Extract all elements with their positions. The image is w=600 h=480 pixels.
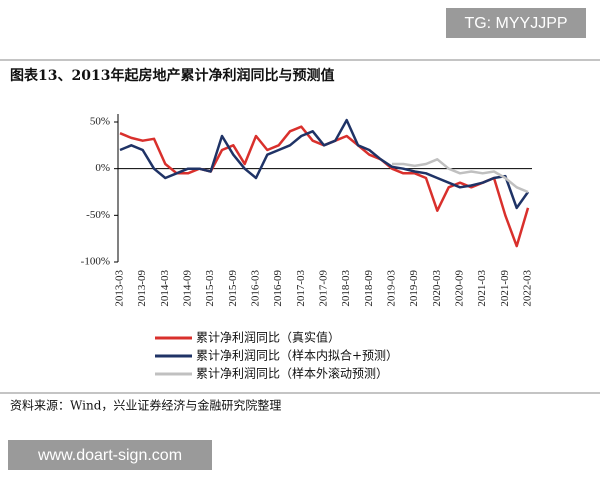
x-tick-label: 2019-09 [408,270,420,307]
y-tick-label: 0% [95,162,110,174]
x-tick-label: 2014-09 [182,270,194,307]
legend-label: 累计净利润同比（样本内拟合+预测） [196,348,398,363]
x-tick-label: 2015-03 [204,270,216,307]
x-tick-label: 2015-09 [227,270,239,307]
x-tick-label: 2017-03 [295,270,307,307]
series-line [119,118,530,210]
x-tick-label: 2016-03 [250,270,262,307]
watermark-bg [8,440,212,470]
banner-bg [446,8,586,38]
y-tick-label: -50% [86,209,110,221]
x-tick-label: 2019-03 [386,270,398,307]
banner: TG: MYYJJPP [464,15,567,32]
x-tick-label: 2021-09 [499,270,511,307]
x-tick-label: 2018-09 [363,270,375,307]
chart-title: 图表13、2013年起房地产累计净利润同比与预测值 [10,67,334,84]
x-tick-label: 2016-09 [272,270,284,307]
plot: 50% 0% -50% -100% 2013-03 2013-09 2014-03 2014-… [81,114,534,381]
y-tick-label: 50% [90,116,110,128]
y-tick-label: -100% [81,256,110,268]
series-line [392,158,529,194]
x-tick-label: 2018-03 [340,270,352,307]
x-tick-label: 2021-03 [476,270,488,307]
x-tick-label: 2020-09 [454,270,466,307]
x-tick-label: 2020-03 [431,270,443,307]
x-tick-label: 2017-09 [318,270,330,307]
watermark: www.doart-sign.com [37,447,182,464]
source: 资料来源：Wind，兴业证券经济与金融研究院整理 [10,398,281,413]
x-tick-label: 2014-03 [159,270,171,307]
x-tick-label: 2013-03 [114,270,126,307]
legend-label: 累计净利润同比（真实值） [196,330,340,345]
x-tick-label: 2022-03 [522,270,534,307]
x-tick-label: 2013-09 [136,270,148,307]
legend-label: 累计净利润同比（样本外滚动预测） [196,366,388,381]
